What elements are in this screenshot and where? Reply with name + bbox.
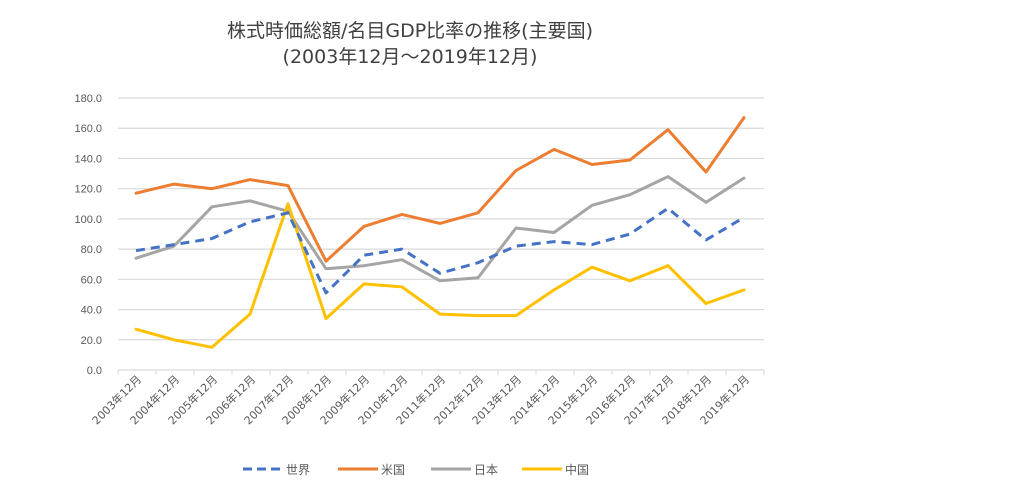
y-tick-label: 100.0 [74,214,102,226]
chart-subtitle: (2003年12月～2019年12月) [282,46,538,68]
y-tick-label: 80.0 [81,244,102,256]
x-axis: 2003年12月2004年12月2005年12月2006年12月2007年12月… [89,369,765,427]
legend: 世界 米国 日本 中国 [243,462,589,477]
legend-label: 世界 [286,463,310,477]
chart-title: 株式時価総額/名目GDP比率の推移(主要国) [226,20,594,42]
y-tick-label: 160.0 [74,123,102,135]
series-line-2 [134,175,746,283]
y-tick-label: 180.0 [74,93,102,105]
legend-label: 中国 [565,462,589,477]
gridlines [118,97,764,341]
y-tick-label: 120.0 [74,184,102,196]
series-lines [134,116,746,349]
y-tick-label: 20.0 [81,335,102,347]
y-tick-label: 40.0 [81,305,102,317]
series-line-3 [134,202,746,349]
y-tick-label: 0.0 [87,365,102,377]
y-tick-label: 140.0 [74,153,102,165]
legend-label: 米国 [381,463,405,477]
y-axis: 0.0 20.0 40.0 60.0 80.0 100.0 120.0 140.0 160.0 1… [74,93,102,377]
y-tick-label: 60.0 [81,274,102,286]
legend-label: 日本 [474,463,498,477]
series-line-1 [134,116,746,263]
